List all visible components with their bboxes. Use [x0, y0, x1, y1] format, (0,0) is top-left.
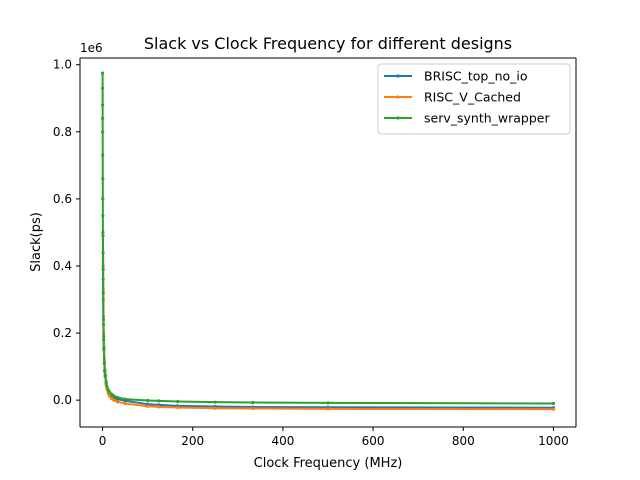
legend-label: serv_synth_wrapper [424, 111, 550, 126]
data-point [109, 396, 114, 401]
data-point [123, 401, 127, 406]
x-axis-ticks: 0 200 400 600 800 1000 [99, 427, 569, 448]
data-point [109, 392, 114, 396]
data-point [112, 394, 116, 398]
data-point [101, 250, 105, 255]
data-point [102, 348, 106, 352]
y-tick-label: 0.2 [53, 326, 72, 340]
data-point [101, 230, 105, 235]
data-point [551, 401, 556, 406]
data-point [100, 71, 105, 75]
series-serv_synth_wrapper [100, 71, 556, 406]
data-point [326, 407, 330, 411]
data-point [102, 361, 106, 365]
x-tick-label: 1000 [538, 434, 569, 448]
legend: BRISC_top_no_io RISC_V_Cached serv_synth_w… [377, 63, 571, 135]
axes-frame [79, 57, 577, 428]
data-point [251, 400, 255, 405]
data-point [115, 400, 120, 404]
x-tick-label: 200 [181, 434, 204, 448]
y-axis-ticks: 0.0 0.2 0.4 0.6 0.8 1.0 [53, 58, 80, 407]
y-tick-label: 0.6 [53, 192, 72, 206]
data-point [101, 153, 105, 157]
legend-marker [396, 116, 400, 120]
data-point [101, 277, 105, 281]
data-point [103, 368, 107, 372]
data-point [101, 116, 105, 120]
data-point [251, 406, 255, 411]
data-point [112, 398, 116, 402]
x-tick-label: 400 [271, 434, 294, 448]
data-point [101, 86, 105, 90]
data-point [107, 390, 111, 394]
data-point [101, 177, 105, 181]
x-tick-label: 800 [452, 434, 475, 448]
data-point [157, 399, 161, 403]
y-axis-offset-label: 1e6 [80, 41, 103, 55]
legend-label: RISC_V_Cached [424, 90, 521, 105]
data-point [123, 397, 127, 401]
data-point [176, 399, 180, 404]
data-point [104, 380, 108, 384]
data-point [101, 323, 106, 327]
data-point [103, 373, 107, 377]
data-point [115, 395, 120, 400]
data-point [326, 401, 330, 405]
data-point [551, 407, 556, 411]
legend-entry: RISC_V_Cached [384, 90, 521, 105]
y-tick-label: 0.4 [53, 259, 72, 273]
data-point [101, 197, 105, 201]
y-tick-label: 0.0 [53, 393, 72, 407]
legend-entry: BRISC_top_no_io [384, 69, 528, 84]
legend-entry: serv_synth_wrapper [384, 111, 550, 126]
x-axis-label: Clock Frequency (MHz) [254, 456, 403, 471]
legend-box [377, 63, 571, 135]
x-tick-label: 0 [99, 434, 107, 448]
data-point [146, 398, 150, 403]
data-point [101, 214, 105, 218]
data-point [213, 400, 217, 404]
y-tick-label: 0.8 [53, 125, 72, 139]
data-point [102, 338, 106, 342]
y-axis-label: Slack(ps) [29, 212, 44, 272]
legend-marker [396, 95, 400, 99]
legend-label: BRISC_top_no_io [424, 69, 528, 84]
data-point [146, 404, 150, 408]
data-point [176, 405, 180, 410]
data-point [105, 385, 109, 389]
data-point [101, 103, 105, 107]
data-point [101, 130, 105, 134]
series-layer [100, 71, 556, 411]
data-point [101, 297, 105, 302]
data-point [213, 406, 217, 410]
series-line [101, 73, 554, 405]
y-tick-label: 1.0 [53, 58, 72, 72]
chart-title: Slack vs Clock Frequency for different d… [144, 34, 512, 53]
data-point [157, 405, 161, 409]
legend-marker [396, 74, 400, 78]
data-point [107, 394, 111, 398]
x-tick-label: 600 [362, 434, 385, 448]
